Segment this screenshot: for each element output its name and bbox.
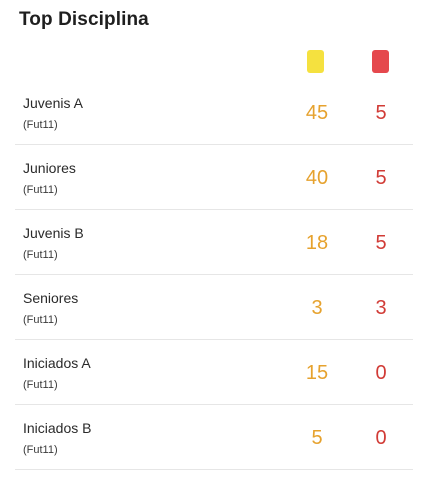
discipline-list: Juvenis A (Fut11) 45 5 Juniores (Fut11) …	[15, 80, 413, 470]
team-name: Iniciados A	[23, 355, 91, 371]
red-card-count: 5	[375, 232, 387, 254]
red-card-icon	[372, 50, 389, 73]
list-item[interactable]: Iniciados B (Fut11) 5 0	[15, 405, 413, 470]
yellow-card-count: 15	[305, 362, 329, 384]
panel-title: Top Disciplina	[19, 9, 149, 30]
team-format: (Fut11)	[23, 379, 58, 391]
team-format: (Fut11)	[23, 314, 58, 326]
yellow-card-count: 40	[305, 167, 329, 189]
red-card-count: 5	[375, 167, 387, 189]
team-name: Juvenis A	[23, 95, 83, 111]
red-card-count: 0	[375, 362, 387, 384]
team-name: Juniores	[23, 160, 76, 176]
list-item[interactable]: Juvenis A (Fut11) 45 5	[15, 80, 413, 145]
team-format: (Fut11)	[23, 119, 58, 131]
team-format: (Fut11)	[23, 249, 58, 261]
list-item[interactable]: Juvenis B (Fut11) 18 5	[15, 210, 413, 275]
list-item[interactable]: Juniores (Fut11) 40 5	[15, 145, 413, 210]
list-item[interactable]: Iniciados A (Fut11) 15 0	[15, 340, 413, 405]
team-format: (Fut11)	[23, 444, 58, 456]
team-name: Seniores	[23, 290, 79, 306]
yellow-card-count: 18	[305, 232, 329, 254]
yellow-card-icon	[307, 50, 324, 73]
team-name: Juvenis B	[23, 225, 84, 241]
yellow-card-count: 5	[311, 427, 323, 449]
team-name: Iniciados B	[23, 420, 92, 436]
red-card-count: 5	[375, 102, 387, 124]
yellow-card-count: 45	[305, 102, 329, 124]
red-card-count: 3	[375, 297, 387, 319]
red-card-count: 0	[375, 427, 387, 449]
list-item[interactable]: Seniores (Fut11) 3 3	[15, 275, 413, 340]
yellow-card-count: 3	[311, 297, 323, 319]
team-format: (Fut11)	[23, 184, 58, 196]
